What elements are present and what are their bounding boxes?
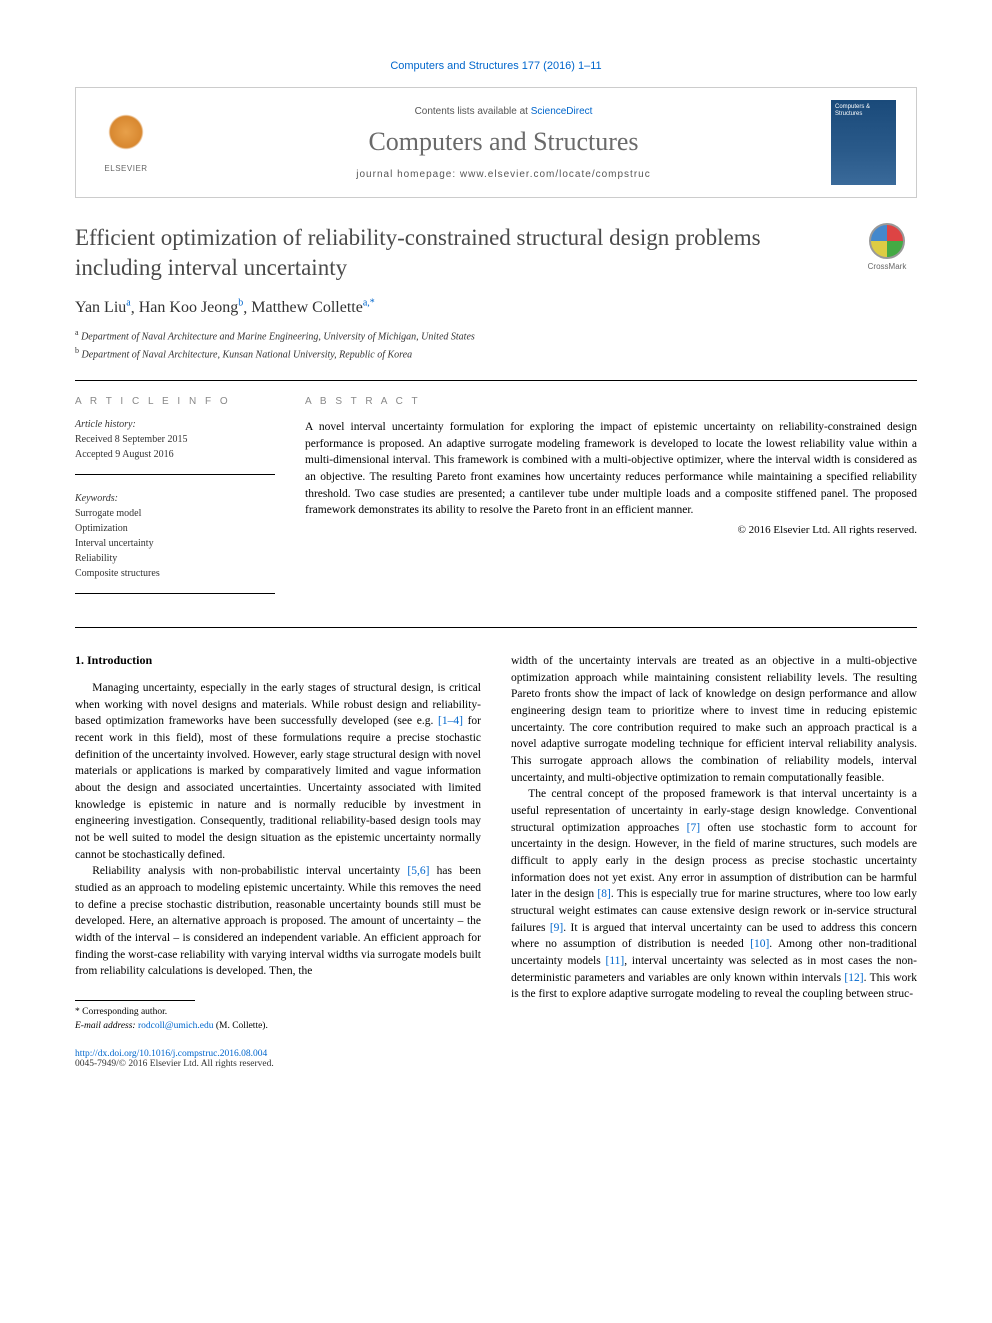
journal-name: Computers and Structures — [176, 127, 831, 157]
author-1: Yan Liua — [75, 299, 131, 316]
homepage-prefix: journal homepage: — [356, 169, 460, 180]
title-row: Efficient optimization of reliability-co… — [75, 223, 917, 283]
header-center: Contents lists available at ScienceDirec… — [176, 106, 831, 180]
article-info-heading: A R T I C L E I N F O — [75, 396, 275, 407]
paragraph-2: Reliability analysis with non-probabilis… — [75, 863, 481, 980]
page-container: Computers and Structures 177 (2016) 1–11… — [0, 0, 992, 1109]
keywords-heading: Keywords: — [75, 493, 275, 504]
info-abstract-row: A R T I C L E I N F O Article history: R… — [75, 381, 917, 627]
history-heading: Article history: — [75, 419, 275, 430]
section-1-heading: 1. Introduction — [75, 653, 481, 668]
abstract-column: A B S T R A C T A novel interval uncerta… — [305, 396, 917, 612]
keyword-1: Surrogate model — [75, 506, 275, 521]
email-label: E-mail address: — [75, 1021, 136, 1031]
cite-8[interactable]: [8] — [597, 888, 610, 900]
affiliations: a Department of Naval Architecture and M… — [75, 327, 917, 362]
divider-bottom — [75, 627, 917, 628]
received-date: Received 8 September 2015 — [75, 432, 275, 447]
journal-cover-thumbnail: Computers & Structures — [831, 100, 896, 185]
cite-11[interactable]: [11] — [606, 955, 625, 967]
cover-thumb-title: Computers & Structures — [831, 100, 896, 122]
keyword-5: Composite structures — [75, 566, 275, 581]
cite-5-6[interactable]: [5,6] — [407, 865, 429, 877]
contents-available-line: Contents lists available at ScienceDirec… — [176, 106, 831, 117]
right-column: width of the uncertainty intervals are t… — [511, 653, 917, 1069]
email-line: E-mail address: rodcoll@umich.edu (M. Co… — [75, 1019, 481, 1033]
article-info-column: A R T I C L E I N F O Article history: R… — [75, 396, 275, 612]
cite-10[interactable]: [10] — [750, 938, 769, 950]
contents-prefix: Contents lists available at — [415, 106, 531, 117]
authors-line: Yan Liua, Han Koo Jeongb, Matthew Collet… — [75, 298, 917, 317]
journal-header: ELSEVIER Contents lists available at Sci… — [75, 87, 917, 198]
homepage-url: www.elsevier.com/locate/compstruc — [460, 169, 651, 180]
accepted-date: Accepted 9 August 2016 — [75, 447, 275, 462]
author-2: Han Koo Jeongb — [139, 299, 244, 316]
paragraph-1: Managing uncertainty, especially in the … — [75, 680, 481, 863]
abstract-copyright: © 2016 Elsevier Ltd. All rights reserved… — [305, 524, 917, 536]
keyword-3: Interval uncertainty — [75, 536, 275, 551]
doi-link[interactable]: http://dx.doi.org/10.1016/j.compstruc.20… — [75, 1049, 267, 1059]
body-text-right: width of the uncertainty intervals are t… — [511, 653, 917, 1003]
crossmark-icon — [869, 223, 905, 259]
paragraph-4: The central concept of the proposed fram… — [511, 786, 917, 1003]
email-author: (M. Collette). — [216, 1021, 268, 1031]
elsevier-logo: ELSEVIER — [96, 108, 156, 178]
affiliation-b: b Department of Naval Architecture, Kuns… — [75, 345, 917, 362]
corresponding-marker: * Corresponding author. — [75, 1005, 481, 1019]
abstract-text: A novel interval uncertainty formulation… — [305, 419, 917, 519]
body-columns: 1. Introduction Managing uncertainty, es… — [75, 653, 917, 1069]
cite-7[interactable]: [7] — [687, 822, 700, 834]
crossmark-badge[interactable]: CrossMark — [857, 223, 917, 283]
left-column: 1. Introduction Managing uncertainty, es… — [75, 653, 481, 1069]
journal-homepage: journal homepage: www.elsevier.com/locat… — [176, 169, 831, 180]
doi-line: http://dx.doi.org/10.1016/j.compstruc.20… — [75, 1049, 481, 1059]
crossmark-label: CrossMark — [868, 262, 907, 271]
keyword-4: Reliability — [75, 551, 275, 566]
body-text-left: Managing uncertainty, especially in the … — [75, 680, 481, 980]
author-3: Matthew Collettea,* — [251, 299, 374, 316]
sciencedirect-link[interactable]: ScienceDirect — [531, 106, 593, 117]
article-title: Efficient optimization of reliability-co… — [75, 223, 837, 283]
corresponding-author-footnote: * Corresponding author. E-mail address: … — [75, 1005, 481, 1034]
journal-reference: Computers and Structures 177 (2016) 1–11 — [75, 60, 917, 72]
elsevier-tree-icon — [101, 112, 151, 162]
keyword-2: Optimization — [75, 521, 275, 536]
affiliation-a: a Department of Naval Architecture and M… — [75, 327, 917, 344]
elsevier-label: ELSEVIER — [104, 164, 147, 173]
paragraph-3: width of the uncertainty intervals are t… — [511, 653, 917, 786]
cite-1-4[interactable]: [1–4] — [438, 715, 463, 727]
abstract-heading: A B S T R A C T — [305, 396, 917, 407]
article-history-block: Article history: Received 8 September 20… — [75, 419, 275, 475]
issn-line: 0045-7949/© 2016 Elsevier Ltd. All right… — [75, 1059, 481, 1069]
footnote-separator — [75, 1000, 195, 1001]
cite-9[interactable]: [9] — [550, 922, 563, 934]
email-link[interactable]: rodcoll@umich.edu — [138, 1021, 214, 1031]
cite-12[interactable]: [12] — [844, 972, 863, 984]
keywords-block: Keywords: Surrogate model Optimization I… — [75, 493, 275, 594]
